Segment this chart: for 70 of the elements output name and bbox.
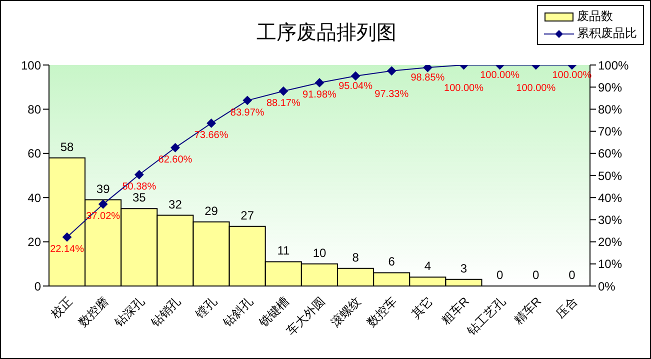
data-label: 100.00% [444, 83, 484, 94]
data-label: 98.85% [410, 72, 445, 84]
x-tick-label: 滚螺纹 [328, 294, 364, 330]
y2-tick-label: 60% [598, 146, 622, 161]
data-label: 73.66% [194, 130, 228, 142]
data-label: 91.98% [302, 90, 337, 101]
y-tick-label: 0 [34, 279, 42, 294]
x-tick-label: 压合 [553, 294, 580, 322]
point [98, 200, 108, 209]
data-label: 100.00% [480, 70, 520, 81]
data-label: 29 [204, 204, 218, 218]
point [351, 71, 360, 80]
data-label: 95.04% [338, 80, 373, 92]
data-label: 22.14% [50, 244, 84, 256]
x-tick-label: 精车R [511, 294, 544, 328]
y2-tick-label: 0% [598, 279, 616, 294]
y2-tick-label: 20% [598, 235, 622, 250]
y2-tick-label: 50% [598, 168, 622, 183]
data-label: 83.97% [230, 107, 264, 118]
data-label: 97.33% [374, 88, 409, 100]
y2-tick-label: 90% [598, 80, 622, 94]
point [278, 86, 288, 96]
point [242, 96, 252, 105]
data-label: 50.38% [122, 182, 156, 193]
data-label: 0 [496, 268, 504, 282]
data-label: 0 [568, 268, 576, 282]
y2-tick-label: 40% [598, 190, 622, 205]
legend-label: 累积废品比 [577, 25, 637, 42]
point [170, 143, 180, 152]
point [423, 65, 432, 72]
x-tick-label: 钻深孔 [111, 294, 148, 330]
data-label: 88.17% [266, 98, 300, 110]
x-tick-label: 钻销孔 [147, 294, 184, 330]
data-label: 3 [460, 261, 468, 276]
data-label: 39 [96, 182, 110, 196]
point [134, 170, 144, 180]
y-tick-label: 40 [28, 190, 42, 205]
data-label: 27 [240, 208, 254, 222]
legend-label: 废品数 [577, 8, 613, 25]
data-label: 8 [352, 250, 360, 264]
data-label: 4 [424, 259, 432, 274]
y2-tick-label: 10% [598, 257, 622, 272]
data-label: 58 [60, 140, 74, 154]
y2-tick-label: 80% [598, 102, 622, 116]
point [315, 78, 324, 88]
x-tick-label: 其它 [408, 294, 436, 322]
data-label: 35 [132, 190, 146, 205]
y-tick-label: 60 [28, 146, 42, 161]
y-tick-label: 20 [28, 235, 42, 250]
point [387, 66, 396, 76]
data-label: 100.00% [516, 83, 556, 94]
y2-tick-label: 70% [598, 124, 622, 139]
data-label: 10 [312, 246, 326, 260]
y-tick-label: 100 [20, 58, 42, 72]
data-label: 11 [277, 244, 290, 258]
x-tick-label: 镗孔 [192, 294, 220, 322]
x-tick-label: 数控车 [364, 294, 400, 330]
chart-title: 工序废品排列图 [256, 22, 396, 44]
data-label: 32 [168, 197, 182, 212]
y2-tick-label: 30% [598, 212, 622, 227]
y-tick-label: 80 [28, 102, 42, 116]
x-tick-label: 校正 [48, 294, 76, 322]
point [62, 232, 72, 242]
x-tick-label: 数控磨 [76, 294, 112, 330]
y2-tick-label: 100% [598, 58, 630, 72]
data-label: 62.60% [158, 154, 192, 166]
point [206, 118, 216, 128]
x-tick-label: 钻斜孔 [219, 294, 256, 330]
data-label: 6 [388, 254, 396, 269]
data-label: 0 [532, 268, 540, 282]
